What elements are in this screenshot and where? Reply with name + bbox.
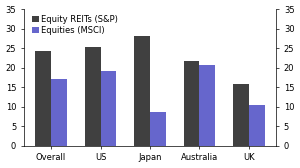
Bar bbox=[134, 36, 150, 146]
Bar bbox=[100, 71, 116, 146]
Bar bbox=[200, 65, 215, 146]
Bar bbox=[233, 84, 249, 146]
Legend: Equity REITs (S&P), Equities (MSCI): Equity REITs (S&P), Equities (MSCI) bbox=[31, 13, 120, 36]
Bar bbox=[249, 105, 265, 146]
Bar bbox=[150, 112, 166, 146]
Bar bbox=[35, 51, 51, 146]
Bar bbox=[51, 79, 67, 146]
Bar bbox=[85, 47, 101, 146]
Bar bbox=[184, 61, 200, 146]
